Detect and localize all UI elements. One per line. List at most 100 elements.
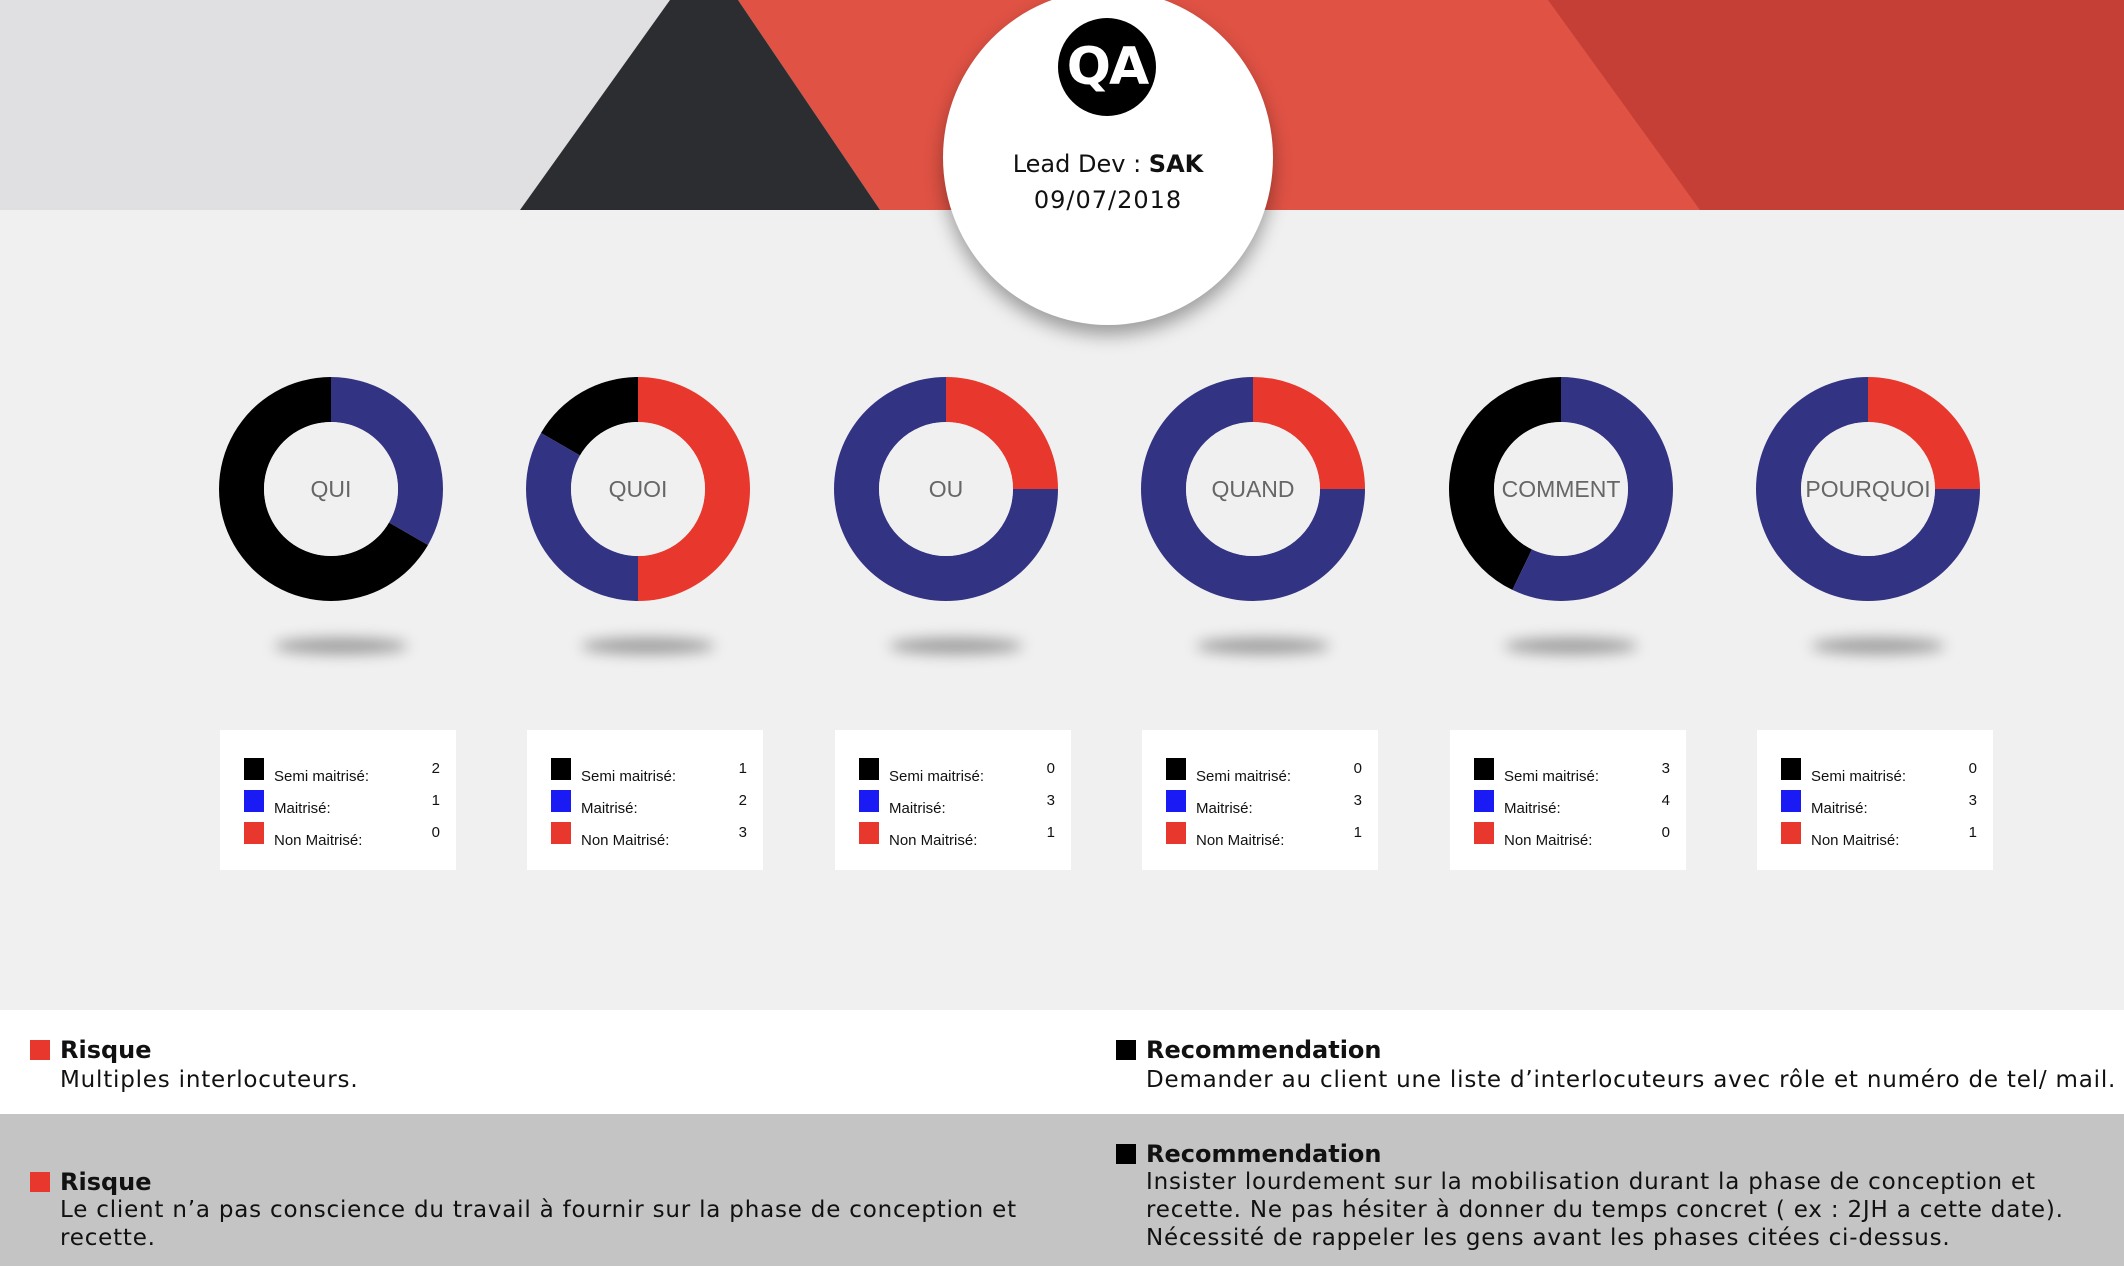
donut-slice-semi (219, 377, 428, 601)
note-line: Nécessité de rappeler les gens avant les… (1146, 1225, 1951, 1251)
note-title: Recommendation (1146, 1036, 1382, 1064)
donut-slice-maitrise (526, 433, 638, 601)
legend-value: 3 (1968, 792, 1977, 809)
banner-dark-red-shape (1548, 0, 2124, 210)
donut-slice-non (1253, 377, 1365, 489)
legend-label: Semi maitrisé: (889, 768, 985, 785)
legend-value: 0 (1661, 824, 1670, 841)
legend-swatch (1474, 758, 1494, 780)
legend-value: 4 (1661, 792, 1670, 809)
donut-shadow (1811, 638, 1945, 654)
donut-hole (571, 422, 705, 556)
legend-row-maitrise: Maitrisé: 2 (551, 790, 747, 817)
legend-label: Semi maitrisé: (1504, 768, 1600, 785)
donut-svg (1756, 377, 1980, 601)
donut-slice-non (638, 377, 750, 601)
legend-swatch (244, 758, 264, 780)
legend-row-maitrise: Maitrisé: 4 (1474, 790, 1670, 817)
donut-chart-quand: QUAND (1140, 376, 1366, 602)
legend-swatch (859, 790, 879, 812)
donut-chart-quoi: QUOI (525, 376, 751, 602)
legend-label: Non Maitrisé: (274, 832, 363, 849)
donut-hole (879, 422, 1013, 556)
legend-row-semi: Semi maitrisé: 0 (1166, 758, 1362, 785)
legend-card-quoi: Semi maitrisé: 1 Maitrisé: 2 Non Maitris… (527, 730, 763, 870)
legend-row-semi: Semi maitrisé: 2 (244, 758, 440, 785)
recommendation-note-2: Recommendation Insister lourdement sur l… (1116, 1140, 2116, 1264)
legend-row-non: Non Maitrisé: 1 (1781, 822, 1977, 849)
legend-card-quand: Semi maitrisé: 0 Maitrisé: 3 Non Maitris… (1142, 730, 1378, 870)
donut-svg (834, 377, 1058, 601)
legend-swatch (1166, 822, 1186, 844)
note-title: Risque (60, 1036, 152, 1064)
donut-hole (1494, 422, 1628, 556)
donut-slice-semi (541, 377, 638, 456)
risk-note-2: Risque Le client n’a pas conscience du t… (30, 1168, 1030, 1264)
donut-hole (1801, 422, 1935, 556)
donut-slice-non (946, 377, 1058, 489)
legend-row-non: Non Maitrisé: 1 (859, 822, 1055, 849)
legend-swatch (1474, 822, 1494, 844)
legend-label: Maitrisé: (889, 800, 946, 817)
legend-swatch (244, 822, 264, 844)
donut-shadow (889, 638, 1023, 654)
note-line: Insister lourdement sur la mobilisation … (1146, 1169, 2036, 1195)
donut-label: QUAND (1211, 476, 1295, 502)
note-line: Le client n’a pas conscience du travail … (60, 1197, 1017, 1223)
legend-row-semi: Semi maitrisé: 0 (859, 758, 1055, 785)
recommendation-square-icon (1116, 1040, 1136, 1060)
donut-hole (264, 422, 398, 556)
legend-swatch (1166, 790, 1186, 812)
legend-card-ou: Semi maitrisé: 0 Maitrisé: 3 Non Maitris… (835, 730, 1071, 870)
recommendation-note-1: Recommendation Demander au client une li… (1116, 1036, 2116, 1106)
legend-swatch (859, 758, 879, 780)
legend-swatch (551, 758, 571, 780)
legend-row-maitrise: Maitrisé: 3 (859, 790, 1055, 817)
legend-swatch (551, 822, 571, 844)
donut-label: QUOI (608, 476, 668, 502)
legend-label: Semi maitrisé: (1811, 768, 1907, 785)
risk-square-icon (30, 1172, 50, 1192)
legend-label: Semi maitrisé: (581, 768, 677, 785)
legend-card-qui: Semi maitrisé: 2 Maitrisé: 1 Non Maitris… (220, 730, 456, 870)
qa-logo: QA (1058, 18, 1156, 116)
lead-dev-label: Lead Dev : (1012, 150, 1149, 178)
note-line: recette. Ne pas hésiter à donner du temp… (1146, 1197, 2064, 1223)
donut-shadow (581, 638, 715, 654)
legend-label: Non Maitrisé: (1196, 832, 1285, 849)
donut-slice-maitrise (331, 377, 443, 545)
legend-label: Non Maitrisé: (889, 832, 978, 849)
legend-label: Maitrisé: (1504, 800, 1561, 817)
legend-label: Maitrisé: (1811, 800, 1868, 817)
legend-row-semi: Semi maitrisé: 1 (551, 758, 747, 785)
risk-square-icon (30, 1040, 50, 1060)
legend-value: 2 (431, 760, 440, 777)
note-body: Le client n’a pas conscience du travail … (60, 1196, 1017, 1252)
legend-value: 0 (1353, 760, 1362, 777)
recommendation-square-icon (1116, 1144, 1136, 1164)
legend-value: 1 (1353, 824, 1362, 841)
legend-swatch (551, 790, 571, 812)
note-line: Multiples interlocuteurs. (60, 1067, 359, 1093)
donut-slice-maitrise (834, 377, 1058, 601)
report-date: 09/07/2018 (1033, 186, 1183, 214)
legend-value: 1 (1046, 824, 1055, 841)
note-body: Demander au client une liste d’interlocu… (1146, 1066, 2116, 1094)
donut-svg (1449, 377, 1673, 601)
note-line: Demander au client une liste d’interlocu… (1146, 1067, 2117, 1093)
legend-row-semi: Semi maitrisé: 0 (1781, 758, 1977, 785)
donut-slice-maitrise (1512, 377, 1673, 601)
legend-value: 3 (1046, 792, 1055, 809)
donut-label: OU (928, 476, 964, 502)
donut-hole (1186, 422, 1320, 556)
legend-label: Maitrisé: (581, 800, 638, 817)
risk-band-1 (0, 1010, 2124, 1114)
legend-label: Semi maitrisé: (1196, 768, 1292, 785)
legend-label: Non Maitrisé: (1811, 832, 1900, 849)
legend-row-semi: Semi maitrisé: 3 (1474, 758, 1670, 785)
legend-label: Semi maitrisé: (274, 768, 370, 785)
legend-value: 3 (1353, 792, 1362, 809)
lead-dev-name: SAK (1148, 150, 1204, 178)
donut-svg (219, 377, 443, 601)
